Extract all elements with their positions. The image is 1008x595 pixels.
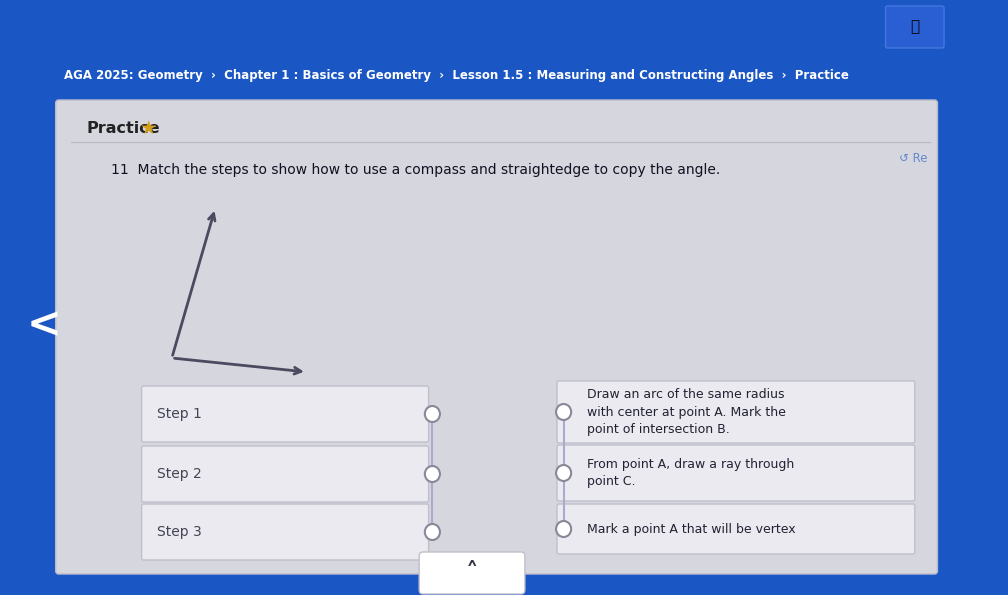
Circle shape [424,466,439,482]
Circle shape [424,524,439,540]
FancyBboxPatch shape [141,446,428,502]
Circle shape [556,521,572,537]
Text: ↺ Re: ↺ Re [898,152,927,164]
Text: Step 2: Step 2 [156,467,202,481]
Text: <: < [26,304,61,346]
Text: Draw an arc of the same radius
with center at point A. Mark the
point of interse: Draw an arc of the same radius with cent… [588,388,786,436]
FancyBboxPatch shape [0,0,952,98]
FancyBboxPatch shape [886,6,944,48]
Circle shape [556,465,572,481]
Circle shape [556,404,572,420]
Text: AGA 2025: Geometry  ›  Chapter 1 : Basics of Geometry  ›  Lesson 1.5 : Measuring: AGA 2025: Geometry › Chapter 1 : Basics … [65,68,849,82]
FancyBboxPatch shape [55,100,937,574]
Circle shape [424,406,439,422]
FancyBboxPatch shape [141,386,428,442]
FancyBboxPatch shape [141,504,428,560]
Text: ★: ★ [140,118,157,137]
Text: Step 3: Step 3 [156,525,202,539]
Text: Mark a point A that will be vertex: Mark a point A that will be vertex [588,522,796,536]
Text: ˄: ˄ [466,561,478,585]
Text: From point A, draw a ray through
point C.: From point A, draw a ray through point C… [588,458,794,488]
FancyBboxPatch shape [557,381,915,443]
Text: Practice: Practice [87,121,160,136]
FancyBboxPatch shape [557,445,915,501]
FancyBboxPatch shape [557,504,915,554]
FancyBboxPatch shape [419,552,525,594]
Text: 11  Match the steps to show how to use a compass and straightedge to copy the an: 11 Match the steps to show how to use a … [112,163,721,177]
Text: Step 1: Step 1 [156,407,202,421]
Text: 👍: 👍 [910,20,919,35]
